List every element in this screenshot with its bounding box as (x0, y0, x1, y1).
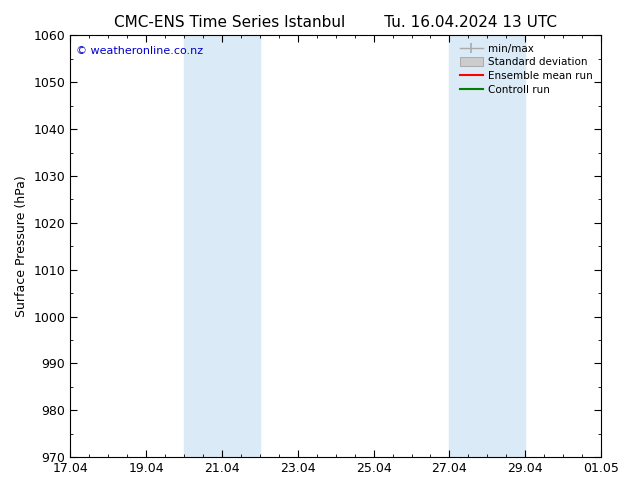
Bar (184, 35, 260, 457)
Text: © weatheronline.co.nz: © weatheronline.co.nz (75, 46, 203, 56)
Bar (450, 35, 525, 457)
Title: CMC-ENS Time Series Istanbul        Tu. 16.04.2024 13 UTC: CMC-ENS Time Series Istanbul Tu. 16.04.2… (114, 15, 557, 30)
Legend: min/max, Standard deviation, Ensemble mean run, Controll run: min/max, Standard deviation, Ensemble me… (456, 41, 596, 98)
Y-axis label: Surface Pressure (hPa): Surface Pressure (hPa) (15, 175, 28, 317)
